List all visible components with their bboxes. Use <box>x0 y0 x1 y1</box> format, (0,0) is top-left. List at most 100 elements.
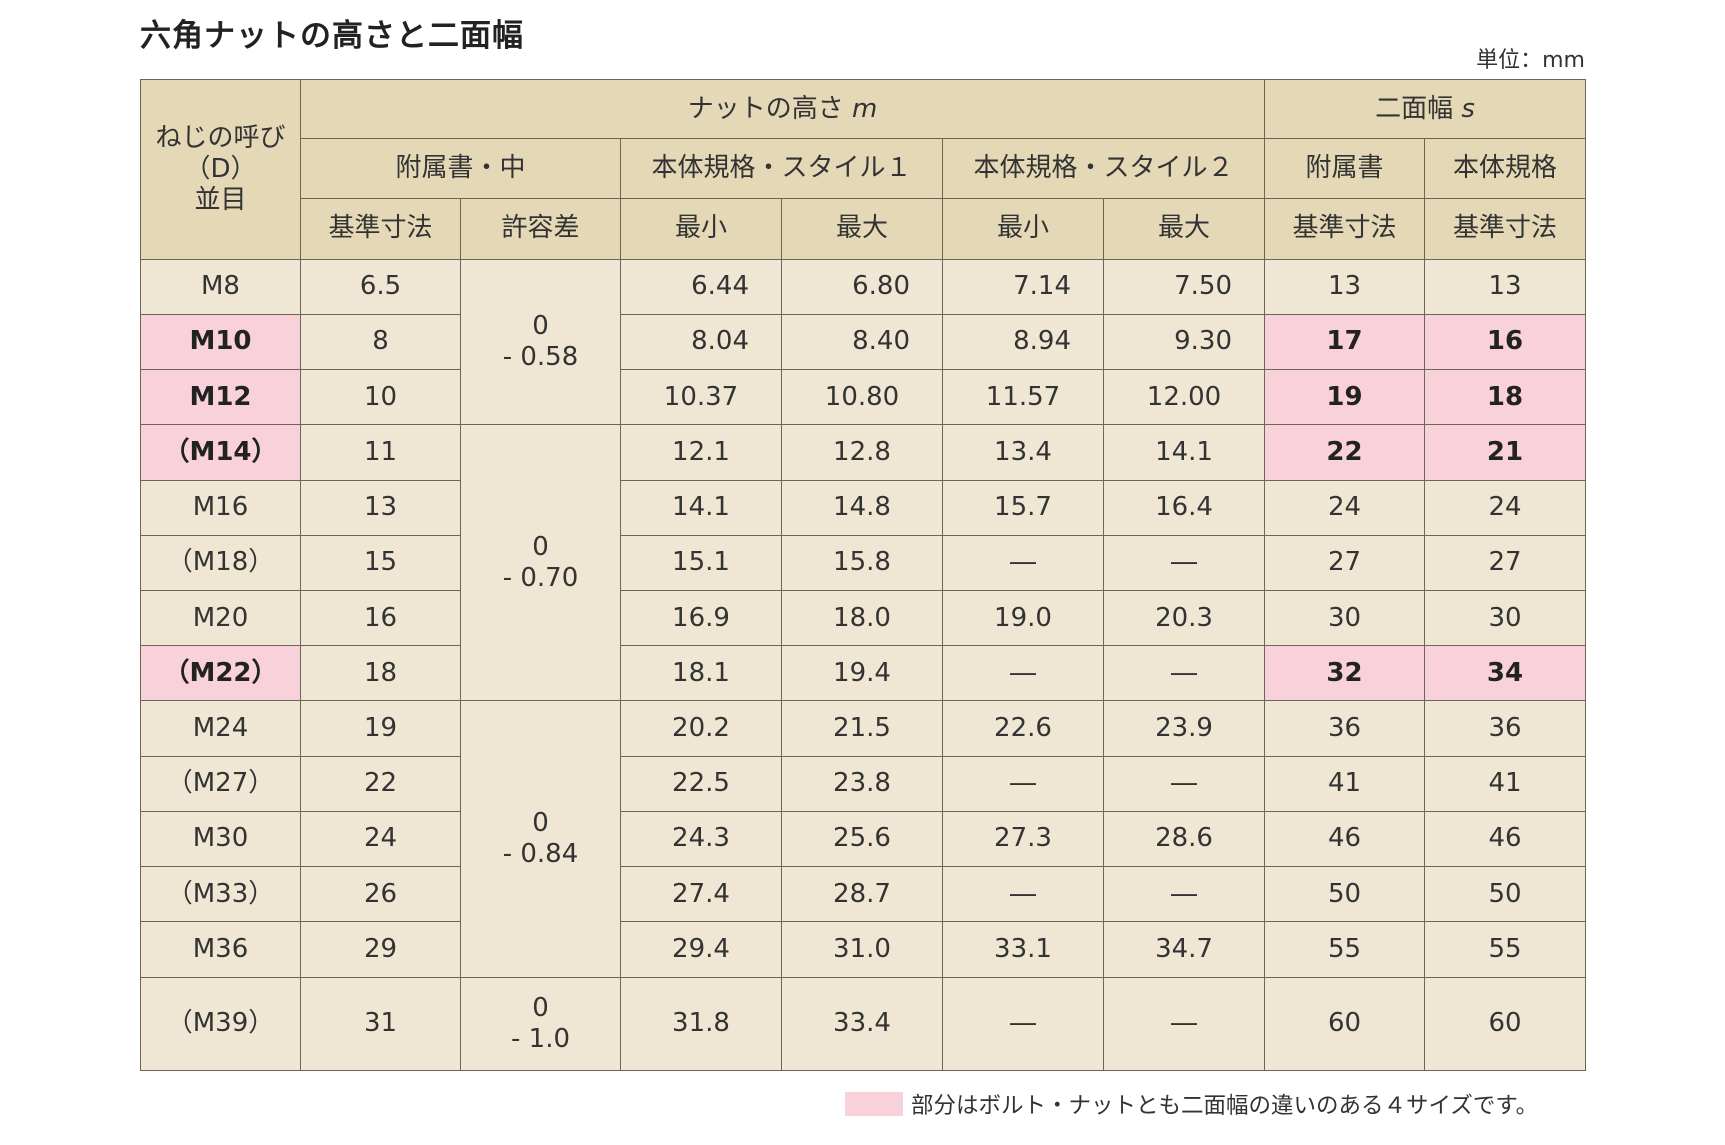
cell-style2-min: ― <box>942 976 1104 1072</box>
cell-style2-max: 12.00 <box>1102 369 1266 426</box>
cell-style2-min: ― <box>942 534 1104 592</box>
cell-s-main: 50 <box>1424 866 1587 923</box>
cell-size: （M22） <box>140 645 301 702</box>
cell-size: （M33） <box>140 866 301 923</box>
table-row: M36 29 29.4 31.0 33.1 34.7 55 55 <box>140 921 1587 978</box>
cell-style2-max: ― <box>1102 755 1266 812</box>
tolerance-upper: 0 <box>532 807 549 838</box>
cell-s-annex: 50 <box>1264 866 1426 923</box>
table-row: M16 13 14.1 14.8 15.7 16.4 24 24 <box>140 479 1587 536</box>
cell-tolerance: 0 - 0.84 <box>460 700 621 978</box>
cell-style1-max: 33.4 <box>781 976 943 1072</box>
cell-size: （M39） <box>140 976 301 1072</box>
legend: 部分はボルト・ナットとも二面幅の違いのある４サイズです。 <box>845 1088 1538 1120</box>
cell-style1-min: 22.5 <box>620 755 782 812</box>
cell-style2-max: 28.6 <box>1102 810 1266 868</box>
header-main-style1: 本体規格・スタイル１ <box>620 138 943 200</box>
cell-style1-min: 20.2 <box>620 700 782 757</box>
cell-s-annex: 22 <box>1264 424 1426 481</box>
cell-style1-max: 10.80 <box>781 369 943 426</box>
cell-s-annex: 46 <box>1264 810 1426 868</box>
cell-s-main: 16 <box>1424 313 1587 371</box>
header-style2-max: 最大 <box>1102 198 1266 260</box>
tolerance-lower: - 1.0 <box>511 1023 570 1054</box>
unit-label: 単位：mm <box>1476 48 1585 73</box>
tolerance-upper: 0 <box>532 992 549 1023</box>
cell-style1-max: 21.5 <box>781 700 943 757</box>
header-main-basic: 基準寸法 <box>1424 198 1587 260</box>
cell-style1-max: 6.80 <box>781 258 943 315</box>
cell-size: M30 <box>140 810 301 868</box>
cell-style1-min: 29.4 <box>620 921 782 978</box>
header-annex-mid: 附属書・中 <box>300 138 621 200</box>
cell-s-annex: 55 <box>1264 921 1426 978</box>
cell-s-main: 24 <box>1424 479 1587 536</box>
cell-style2-min: 19.0 <box>942 590 1104 647</box>
header-across-flats-label: 二面幅 <box>1375 93 1454 124</box>
header-basic-size: 基準寸法 <box>300 198 461 260</box>
header-style1-min: 最小 <box>620 198 782 260</box>
cell-size: M10 <box>140 313 301 371</box>
header-annex-basic: 基準寸法 <box>1264 198 1426 260</box>
header-annex: 附属書 <box>1264 138 1426 200</box>
header-style2-min: 最小 <box>942 198 1104 260</box>
cell-style2-max: ― <box>1102 866 1266 923</box>
cell-s-annex: 19 <box>1264 369 1426 426</box>
cell-style2-max: 34.7 <box>1102 921 1266 978</box>
header-main: 本体規格 <box>1424 138 1587 200</box>
cell-style2-min: ― <box>942 755 1104 812</box>
cell-style2-min: ― <box>942 645 1104 702</box>
cell-style2-max: ― <box>1102 534 1266 592</box>
cell-size: M20 <box>140 590 301 647</box>
cell-style1-max: 12.8 <box>781 424 943 481</box>
cell-s-main: 41 <box>1424 755 1587 812</box>
table-row: （M33） 26 27.4 28.7 ― ― 50 50 <box>140 866 1587 923</box>
cell-s-main: 18 <box>1424 369 1587 426</box>
cell-style1-min: 27.4 <box>620 866 782 923</box>
cell-s-main: 30 <box>1424 590 1587 647</box>
table-row: M10 8 8.04 8.40 8.94 9.30 17 16 <box>140 313 1587 371</box>
cell-style2-max: 14.1 <box>1102 424 1266 481</box>
header-across-flats-symbol: s <box>1461 93 1475 124</box>
cell-style1-min: 10.37 <box>620 369 782 426</box>
cell-basic: 11 <box>300 424 461 481</box>
cell-style1-max: 18.0 <box>781 590 943 647</box>
cell-style2-min: 7.14 <box>942 258 1104 315</box>
cell-style2-min: 15.7 <box>942 479 1104 536</box>
cell-basic: 16 <box>300 590 461 647</box>
table-row: （M14） 11 0 - 0.70 12.1 12.8 13.4 14.1 22… <box>140 424 1587 702</box>
cell-style2-min: 27.3 <box>942 810 1104 868</box>
cell-style1-max: 14.8 <box>781 479 943 536</box>
table-row: M8 6.5 0 - 0.58 6.44 6.80 7.14 7.50 13 1… <box>140 258 1587 426</box>
cell-style1-min: 18.1 <box>620 645 782 702</box>
header-main-style2: 本体規格・スタイル２ <box>941 138 1266 200</box>
cell-s-annex: 30 <box>1264 590 1426 647</box>
cell-tolerance: 0 - 0.70 <box>460 424 621 702</box>
cell-style1-max: 25.6 <box>781 810 943 868</box>
cell-size: （M14） <box>140 424 301 481</box>
cell-style1-max: 23.8 <box>781 755 943 812</box>
cell-basic: 8 <box>300 313 461 371</box>
cell-style1-min: 16.9 <box>620 590 782 647</box>
cell-style1-min: 12.1 <box>620 424 782 481</box>
cell-style1-max: 31.0 <box>781 921 943 978</box>
cell-size: M12 <box>140 369 301 426</box>
cell-basic: 22 <box>300 755 461 812</box>
header-across-flats: 二面幅 s <box>1264 78 1587 140</box>
cell-style1-min: 8.04 <box>620 313 782 371</box>
header-nut-height-label: ナットの高さ <box>687 93 844 124</box>
cell-s-annex: 17 <box>1264 313 1426 371</box>
cell-style2-min: 22.6 <box>942 700 1104 757</box>
cell-s-main: 60 <box>1424 976 1587 1072</box>
cell-size: （M27） <box>140 755 301 812</box>
tolerance-upper: 0 <box>532 310 549 341</box>
cell-s-annex: 60 <box>1264 976 1426 1072</box>
header-nominal: ねじの呼び （D） 並目 <box>140 79 301 260</box>
tolerance-lower: - 0.70 <box>502 562 579 593</box>
cell-s-annex: 27 <box>1264 534 1426 592</box>
tolerance-lower: - 0.58 <box>502 342 579 373</box>
cell-basic: 31 <box>300 976 461 1072</box>
legend-swatch <box>845 1092 903 1116</box>
table-row: （M27） 22 22.5 23.8 ― ― 41 41 <box>140 755 1587 812</box>
cell-basic: 24 <box>300 810 461 868</box>
